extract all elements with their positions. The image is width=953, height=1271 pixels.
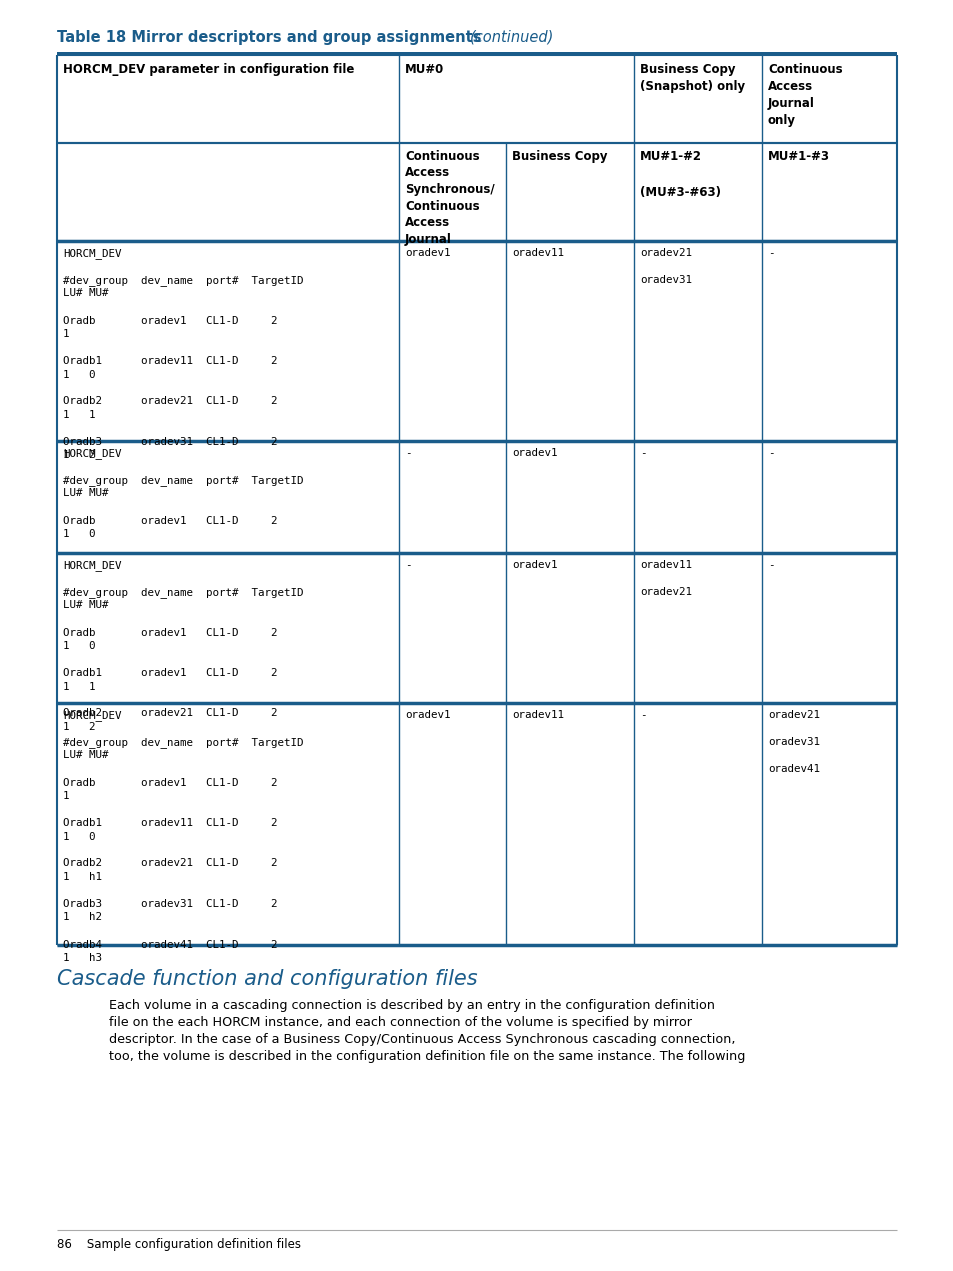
Text: oradev21: oradev21 [639, 248, 691, 258]
Text: 86    Sample configuration definition files: 86 Sample configuration definition files [57, 1238, 301, 1251]
Text: -: - [767, 248, 774, 258]
Text: 1: 1 [63, 329, 70, 339]
Text: HORCM_DEV: HORCM_DEV [63, 710, 121, 721]
Text: Business Copy
(Snapshot) only: Business Copy (Snapshot) only [639, 64, 744, 93]
Text: LU# MU#: LU# MU# [63, 289, 109, 299]
Text: oradev21: oradev21 [767, 710, 820, 719]
Text: (continued): (continued) [470, 31, 554, 44]
Bar [57, 441, 896, 553]
Text: Oradb3      oradev31  CL1-D     2: Oradb3 oradev31 CL1-D 2 [63, 899, 277, 909]
Text: #dev_group  dev_name  port#  TargetID: #dev_group dev_name port# TargetID [63, 737, 303, 747]
Text: 1   2: 1 2 [63, 722, 95, 732]
Bar [57, 703, 896, 946]
Text: oradev31: oradev31 [639, 275, 691, 285]
Text: #dev_group  dev_name  port#  TargetID: #dev_group dev_name port# TargetID [63, 587, 303, 597]
Text: Oradb       oradev1   CL1-D     2: Oradb oradev1 CL1-D 2 [63, 516, 277, 525]
Text: Oradb1      oradev11  CL1-D     2: Oradb1 oradev11 CL1-D 2 [63, 819, 277, 827]
Text: oradev1: oradev1 [512, 447, 557, 458]
Text: 1   h1: 1 h1 [63, 872, 102, 882]
Bar [57, 55, 896, 144]
Text: 1   1: 1 1 [63, 411, 95, 419]
Text: MU#1-#3: MU#1-#3 [767, 150, 829, 163]
Text: oradev21: oradev21 [639, 587, 691, 597]
Text: -: - [639, 447, 646, 458]
Text: HORCM_DEV: HORCM_DEV [63, 248, 121, 259]
Text: LU# MU#: LU# MU# [63, 750, 109, 760]
Text: Oradb3      oradev31  CL1-D     2: Oradb3 oradev31 CL1-D 2 [63, 437, 277, 447]
Text: 1   2: 1 2 [63, 450, 95, 460]
Text: Oradb       oradev1   CL1-D     2: Oradb oradev1 CL1-D 2 [63, 315, 277, 325]
Text: Oradb1      oradev1   CL1-D     2: Oradb1 oradev1 CL1-D 2 [63, 669, 277, 677]
Text: oradev1: oradev1 [512, 561, 557, 569]
Text: #dev_group  dev_name  port#  TargetID: #dev_group dev_name port# TargetID [63, 475, 303, 486]
Text: 1   h3: 1 h3 [63, 953, 102, 963]
Text: Each volume in a cascading connection is described by an entry in the configurat: Each volume in a cascading connection is… [109, 999, 714, 1012]
Text: Oradb1      oradev11  CL1-D     2: Oradb1 oradev11 CL1-D 2 [63, 356, 277, 366]
Text: Oradb4      oradev41  CL1-D     2: Oradb4 oradev41 CL1-D 2 [63, 939, 277, 949]
Text: Oradb2      oradev21  CL1-D     2: Oradb2 oradev21 CL1-D 2 [63, 858, 277, 868]
Text: descriptor. In the case of a Business Copy/Continuous Access Synchronous cascadi: descriptor. In the case of a Business Co… [109, 1033, 735, 1046]
Text: oradev11: oradev11 [512, 710, 563, 719]
Text: Continuous
Access
Journal
only: Continuous Access Journal only [767, 64, 841, 127]
Text: 1   0: 1 0 [63, 831, 95, 841]
Text: 1   0: 1 0 [63, 529, 95, 539]
Text: -: - [767, 447, 774, 458]
Text: -: - [767, 561, 774, 569]
Text: -: - [405, 447, 411, 458]
Text: 1   h2: 1 h2 [63, 913, 102, 923]
Text: LU# MU#: LU# MU# [63, 488, 109, 498]
Text: LU# MU#: LU# MU# [63, 600, 109, 610]
Text: file on the each HORCM instance, and each connection of the volume is specified : file on the each HORCM instance, and eac… [109, 1016, 691, 1030]
Text: oradev11: oradev11 [512, 248, 563, 258]
Bar [57, 553, 896, 703]
Text: MU#0: MU#0 [405, 64, 444, 76]
Bar [57, 52, 896, 55]
Text: Business Copy: Business Copy [512, 150, 607, 163]
Text: 1   1: 1 1 [63, 681, 95, 691]
Text: oradev1: oradev1 [405, 710, 450, 719]
Text: oradev1: oradev1 [405, 248, 450, 258]
Text: Cascade function and configuration files: Cascade function and configuration files [57, 969, 477, 989]
Text: oradev41: oradev41 [767, 764, 820, 774]
Text: 1: 1 [63, 791, 70, 801]
Text: Table 18 Mirror descriptors and group assignments: Table 18 Mirror descriptors and group as… [57, 31, 486, 44]
Text: oradev31: oradev31 [767, 737, 820, 747]
Bar [57, 241, 896, 441]
Text: 1   0: 1 0 [63, 641, 95, 651]
Text: HORCM_DEV: HORCM_DEV [63, 561, 121, 571]
Text: HORCM_DEV: HORCM_DEV [63, 447, 121, 459]
Text: Oradb       oradev1   CL1-D     2: Oradb oradev1 CL1-D 2 [63, 778, 277, 788]
Text: HORCM_DEV parameter in configuration file: HORCM_DEV parameter in configuration fil… [63, 64, 354, 76]
Text: Oradb2      oradev21  CL1-D     2: Oradb2 oradev21 CL1-D 2 [63, 397, 277, 407]
Bar [57, 144, 896, 241]
Text: Oradb2      oradev21  CL1-D     2: Oradb2 oradev21 CL1-D 2 [63, 708, 277, 718]
Text: #dev_group  dev_name  port#  TargetID: #dev_group dev_name port# TargetID [63, 275, 303, 286]
Text: oradev11: oradev11 [639, 561, 691, 569]
Text: 1   0: 1 0 [63, 370, 95, 380]
Text: -: - [639, 710, 646, 719]
Text: MU#1-#2

(MU#3-#63): MU#1-#2 (MU#3-#63) [639, 150, 720, 200]
Text: -: - [405, 561, 411, 569]
Text: too, the volume is described in the configuration definition file on the same in: too, the volume is described in the conf… [109, 1050, 744, 1063]
Text: Continuous
Access
Synchronous/
Continuous
Access
Journal: Continuous Access Synchronous/ Continuou… [405, 150, 494, 245]
Text: Oradb       oradev1   CL1-D     2: Oradb oradev1 CL1-D 2 [63, 628, 277, 638]
